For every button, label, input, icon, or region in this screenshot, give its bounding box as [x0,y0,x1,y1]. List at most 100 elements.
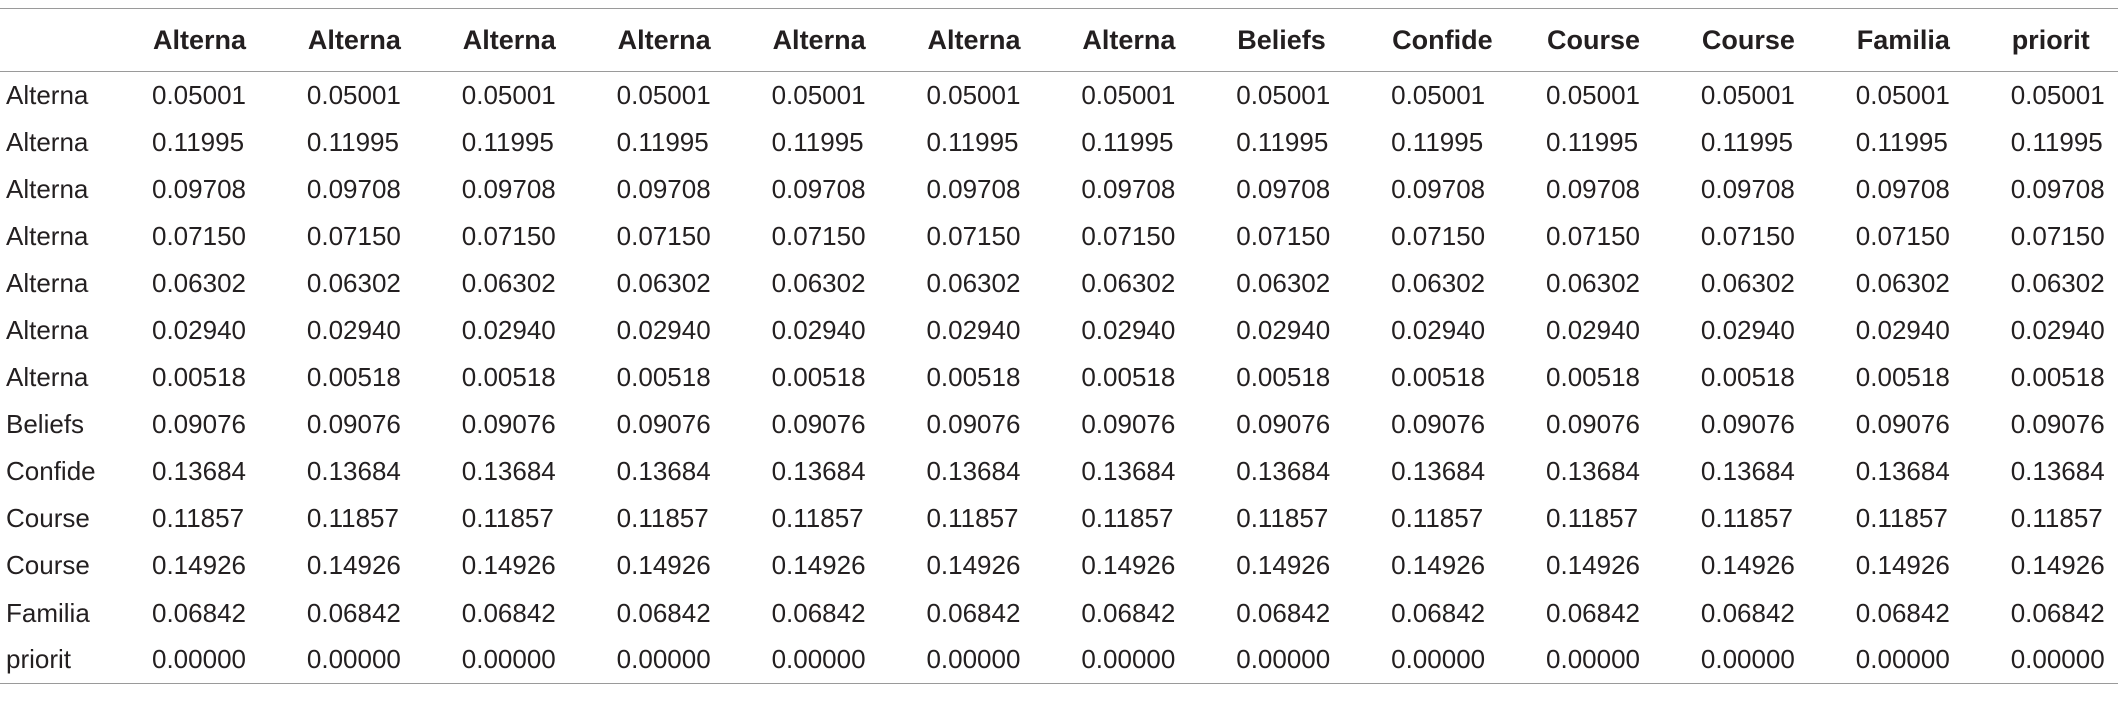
column-header: Alterna [153,24,247,55]
table-cell: 0.06842 [616,597,711,628]
table-cell: 0.02940 [152,315,246,346]
table-cell: 0.11857 [152,503,245,534]
table-cell: 0.07150 [1700,220,1795,251]
table-cell: 0.11995 [306,126,399,157]
table-cell: 0.02940 [1391,315,1486,346]
table-cell: 0.11857 [771,503,864,534]
row-label: Alterna [6,126,89,157]
table-cell: 0.11995 [1700,126,1793,157]
table-cell: 0.00518 [1391,362,1486,393]
table-cell: 0.02940 [1546,315,1640,346]
table-cell: 0.11857 [1546,503,1639,534]
table-cell: 0.09076 [1081,409,1176,440]
table-row: Alterna 0.09708 0.09708 0.09708 0.09708 0.097… [0,166,2118,213]
table-cell: 0.02940 [1855,315,1950,346]
table-cell: 0.06842 [152,597,246,628]
table-cell: 0.06842 [1391,597,1486,628]
table-cell: 0.09076 [1236,409,1331,440]
table-cell: 0.00000 [1541,636,1696,685]
table-row: Alterna 0.11995 0.11995 0.11995 0.11995 0.119… [0,119,2118,166]
row-label: Alterna [6,315,89,346]
table-cell: 0.00518 [926,362,1021,393]
table-cell: 0.00518 [1855,362,1950,393]
table-cell: 0.11995 [2010,126,2103,157]
header-corner-cell [0,9,147,72]
table-cell: 0.07150 [1546,220,1640,251]
row-label: Course [6,550,90,581]
table-cell: 0.00518 [306,362,401,393]
table-cell: 0.05001 [306,79,401,110]
table-cell: 0.06302 [1391,267,1486,298]
table-cell: 0.00000 [1386,636,1542,685]
table-cell: 0.00000 [456,636,612,685]
column-header: Alterna [772,24,866,55]
table-cell: 0.11995 [1081,126,1174,157]
table-cell: 0.11995 [461,126,554,157]
table-cell: 0.11857 [1236,503,1329,534]
table-cell: 0.09076 [1700,409,1795,440]
table-cell: 0.09708 [461,173,556,204]
table-cell: 0.00000 [766,636,922,685]
table-cell: 0.02940 [1081,315,1176,346]
table-cell: 0.11995 [152,126,245,157]
table-cell: 0.14926 [2010,550,2105,581]
table-header: Alterna Alterna Alterna Alterna Alterna Alter… [0,8,2118,72]
column-header: Alterna [1082,24,1176,55]
table-row: Alterna 0.05001 0.05001 0.05001 0.05001 0.050… [0,72,2118,119]
table-cell: 0.00518 [152,362,246,393]
table-cell: 0.09708 [616,173,711,204]
table-cell: 0.02940 [461,315,556,346]
row-label: Course [6,503,90,534]
table-cell: 0.11857 [616,503,709,534]
table-cell: 0.02940 [771,315,866,346]
table-cell: 0.14926 [616,550,711,581]
table-cell: 0.13684 [926,456,1021,487]
table-cell: 0.00518 [616,362,711,393]
table-cell: 0.00518 [1081,362,1176,393]
table-cell: 0.14926 [1546,550,1640,581]
table-cell: 0.00518 [1236,362,1331,393]
table-cell: 0.13684 [1700,456,1795,487]
table-cell: 0.11857 [1081,503,1174,534]
table-cell: 0.13684 [1236,456,1331,487]
table-cell: 0.11857 [1855,503,1948,534]
table-cell: 0.05001 [1546,79,1640,110]
table-cell: 0.11995 [616,126,709,157]
table-cell: 0.09708 [152,173,246,204]
table-cell: 0.06842 [1855,597,1950,628]
table-cell: 0.06302 [461,267,556,298]
table-cell: 0.00518 [1546,362,1640,393]
table-cell: 0.02940 [1700,315,1795,346]
table-cell: 0.02940 [1236,315,1331,346]
table-cell: 0.05001 [926,79,1021,110]
table-cell: 0.09076 [2010,409,2105,440]
table-cell: 0.11857 [1700,503,1793,534]
table-cell: 0.00000 [921,636,1077,685]
table-cell: 0.11995 [1546,126,1639,157]
table-cell: 0.05001 [152,79,246,110]
table-row: Beliefs 0.09076 0.09076 0.09076 0.09076 0.090… [0,401,2118,448]
table-cell: 0.05001 [1700,79,1795,110]
table-cell: 0.11995 [1855,126,1948,157]
table-cell: 0.11995 [926,126,1019,157]
table-cell: 0.13684 [461,456,556,487]
table-cell: 0.13684 [1391,456,1486,487]
table-cell: 0.14926 [1236,550,1331,581]
column-header: Course [1547,24,1641,55]
table-cell: 0.00518 [1700,362,1795,393]
table-cell: 0.07150 [771,220,866,251]
row-label: Alterna [6,173,89,204]
table-cell: 0.14926 [1855,550,1950,581]
table-cell: 0.06302 [306,267,401,298]
table-row: Familia 0.06842 0.06842 0.06842 0.06842 0.068… [0,590,2118,637]
column-header: Alterna [307,24,401,55]
table-cell: 0.05001 [616,79,711,110]
table-cell: 0.00000 [1231,636,1387,685]
table-cell: 0.07150 [1236,220,1331,251]
table-row: Alterna 0.02940 0.02940 0.02940 0.02940 0.029… [0,307,2118,354]
table-cell: 0.09708 [1700,173,1795,204]
table-cell: 0.06842 [1236,597,1331,628]
table-cell: 0.09076 [1391,409,1486,440]
table-cell: 0.02940 [2010,315,2105,346]
table-row: Alterna 0.06302 0.06302 0.06302 0.06302 0.063… [0,260,2118,307]
